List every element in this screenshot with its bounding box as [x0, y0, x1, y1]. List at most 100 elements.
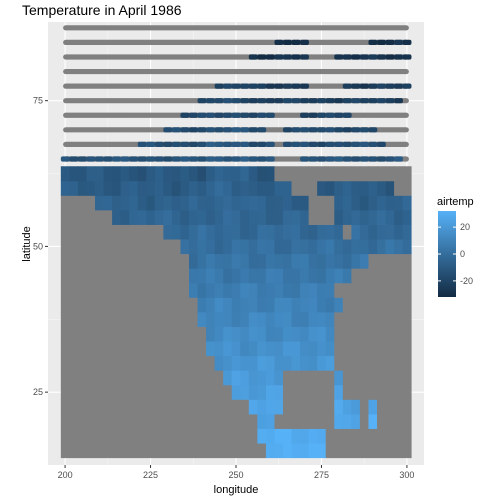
temp-tile: [300, 54, 309, 59]
temp-tile: [240, 156, 249, 161]
temp-tile: [377, 181, 386, 196]
temp-tile: [266, 283, 275, 298]
missing-tile: [138, 356, 147, 371]
missing-tile: [129, 414, 138, 429]
missing-tile: [351, 443, 360, 458]
missing-tile: [360, 429, 369, 444]
temp-tile: [309, 327, 318, 342]
missing-tile: [394, 312, 403, 327]
temp-tile: [223, 195, 232, 210]
missing-tile: [180, 297, 189, 312]
missing-tile: [274, 166, 283, 181]
temp-tile: [326, 225, 335, 240]
temp-tile: [240, 166, 249, 181]
temp-tile: [223, 239, 232, 254]
missing-tile: [394, 385, 403, 400]
temp-tile: [223, 268, 232, 283]
temp-tile: [223, 98, 232, 103]
temp-tile: [172, 225, 181, 240]
missing-row: [63, 69, 409, 74]
temp-tile: [309, 443, 318, 458]
temp-tile: [283, 98, 292, 103]
missing-tile: [155, 283, 164, 298]
temp-tile: [206, 181, 215, 196]
temp-tile: [326, 356, 335, 371]
temp-tile: [317, 297, 326, 312]
temp-tile: [377, 210, 386, 225]
missing-tile: [69, 370, 78, 385]
temp-tile: [215, 327, 224, 342]
missing-tile: [129, 341, 138, 356]
missing-tile: [104, 268, 113, 283]
missing-tile: [95, 239, 104, 254]
temp-tile: [309, 156, 318, 161]
missing-tile: [360, 414, 369, 429]
temp-tile: [300, 254, 309, 269]
missing-tile: [334, 341, 343, 356]
missing-tile: [104, 370, 113, 385]
temp-tile: [309, 268, 318, 283]
temp-tile: [368, 181, 377, 196]
missing-tile: [172, 254, 181, 269]
missing-tile: [309, 414, 318, 429]
missing-tile: [274, 414, 283, 429]
temp-tile: [223, 297, 232, 312]
missing-tile: [146, 370, 155, 385]
missing-tile: [172, 341, 181, 356]
temp-tile: [317, 254, 326, 269]
temp-tile: [334, 225, 343, 240]
temp-tile: [317, 341, 326, 356]
missing-tile: [351, 356, 360, 371]
temp-tile: [403, 210, 412, 225]
temp-tile: [163, 181, 172, 196]
missing-tile: [334, 283, 343, 298]
temp-tile: [403, 225, 412, 240]
missing-tile: [223, 385, 232, 400]
temp-tile: [351, 181, 360, 196]
missing-tile: [155, 443, 164, 458]
temp-tile: [172, 166, 181, 181]
temp-tile: [257, 283, 266, 298]
missing-tile: [351, 429, 360, 444]
temp-tile: [206, 283, 215, 298]
temp-tile: [283, 239, 292, 254]
temp-tile: [266, 181, 275, 196]
temp-tile: [86, 166, 95, 181]
missing-tile: [138, 327, 147, 342]
missing-tile: [334, 443, 343, 458]
missing-tile: [180, 399, 189, 414]
temp-tile: [215, 356, 224, 371]
missing-tile: [326, 443, 335, 458]
temp-tile: [198, 297, 207, 312]
temp-tile: [266, 370, 275, 385]
missing-tile: [95, 370, 104, 385]
missing-tile: [240, 443, 249, 458]
temp-tile: [206, 98, 215, 103]
missing-tile: [180, 254, 189, 269]
missing-tile: [138, 414, 147, 429]
temp-tile: [300, 142, 309, 147]
missing-tile: [172, 297, 181, 312]
missing-tile: [377, 399, 386, 414]
missing-tile: [232, 443, 241, 458]
legend-tick-label: 20: [460, 222, 470, 232]
missing-tile: [172, 370, 181, 385]
missing-tile: [172, 312, 181, 327]
missing-tile: [61, 239, 70, 254]
temp-tile: [223, 181, 232, 196]
temp-tile: [189, 239, 198, 254]
missing-tile: [180, 414, 189, 429]
missing-tile: [189, 443, 198, 458]
temp-tile: [351, 239, 360, 254]
temp-tile: [257, 268, 266, 283]
missing-tile: [95, 283, 104, 298]
missing-tile: [112, 327, 121, 342]
temp-tile: [249, 127, 258, 132]
missing-tile: [138, 370, 147, 385]
missing-tile: [360, 283, 369, 298]
temp-tile: [257, 341, 266, 356]
temp-tile: [334, 239, 343, 254]
temp-tile: [386, 181, 395, 196]
missing-tile: [163, 283, 172, 298]
temp-tile: [249, 341, 258, 356]
